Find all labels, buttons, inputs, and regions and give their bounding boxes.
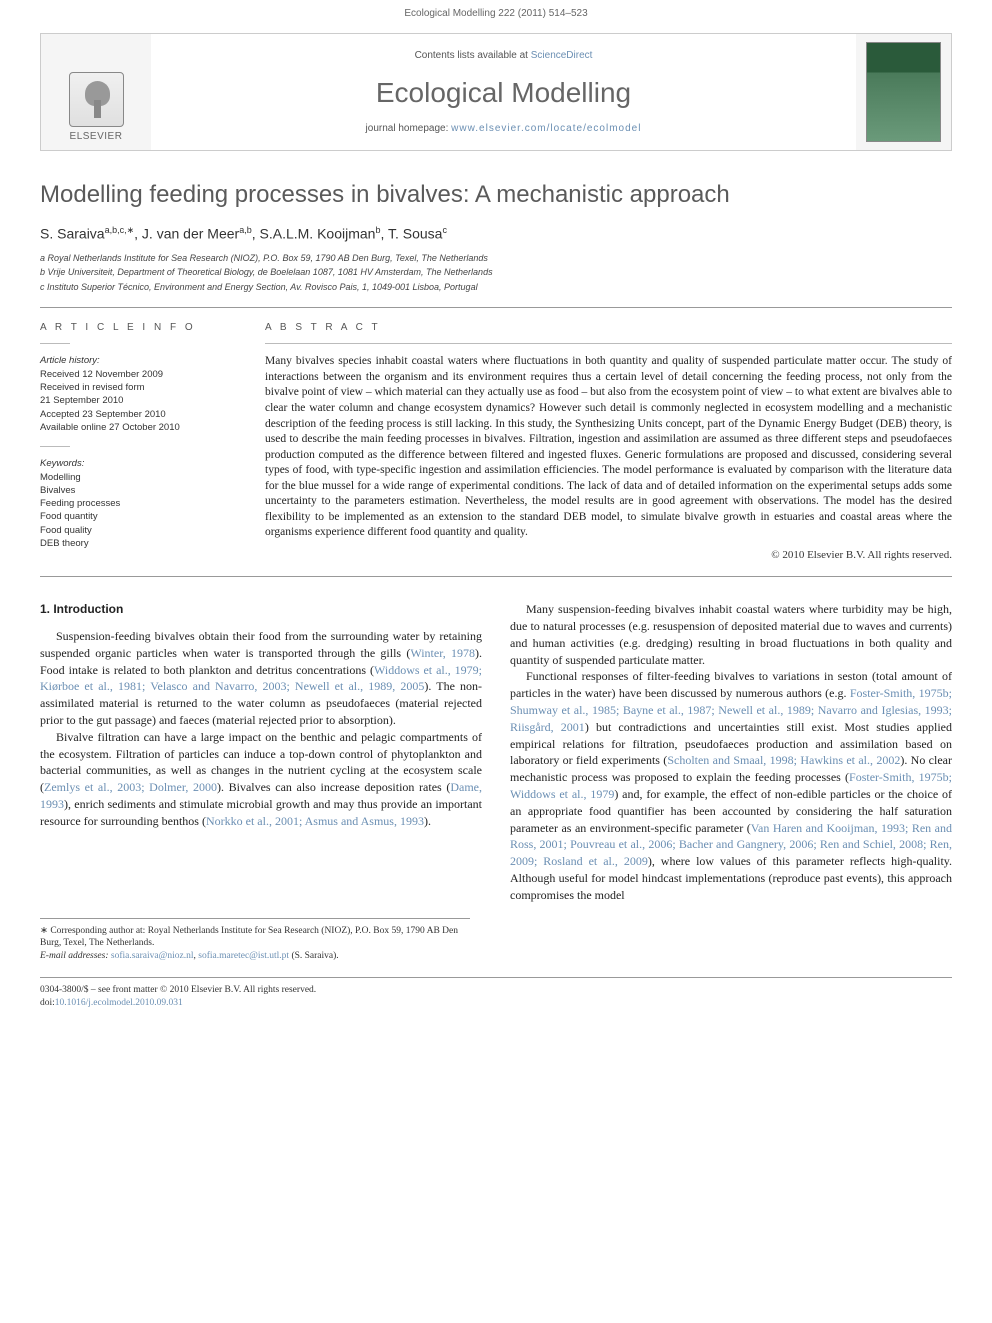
divider: [40, 576, 952, 577]
section-1-heading: 1. Introduction: [40, 601, 482, 618]
affiliation-b: b Vrije Universiteit, Department of Theo…: [40, 266, 952, 279]
keyword: Bivalves: [40, 484, 235, 497]
history-label: Article history:: [40, 354, 235, 367]
paragraph: Suspension-feeding bivalves obtain their…: [40, 628, 482, 729]
email-line: E-mail addresses: sofia.saraiva@nioz.nl,…: [40, 950, 470, 963]
history-revised-2: 21 September 2010: [40, 394, 235, 407]
divider-mini: [40, 446, 70, 447]
author-2-affil: a,b: [239, 225, 252, 235]
citation-link[interactable]: Winter, 1978: [410, 646, 475, 660]
doi-line: doi:10.1016/j.ecolmodel.2010.09.031: [40, 997, 952, 1010]
author-list: S. Saraivaa,b,c,∗, J. van der Meera,b, S…: [40, 225, 952, 242]
banner-center: Contents lists available at ScienceDirec…: [151, 34, 856, 150]
author-2: , J. van der Meer: [134, 226, 239, 242]
paragraph: Many suspension-feeding bivalves inhabit…: [510, 601, 952, 668]
paragraph: Bivalve filtration can have a large impa…: [40, 729, 482, 830]
history-online: Available online 27 October 2010: [40, 421, 235, 434]
text-run: ). Bivalves can also increase deposition…: [217, 780, 450, 794]
cover-thumbnail: [866, 42, 941, 142]
citation-line: Ecological Modelling 222 (2011) 514–523: [404, 8, 587, 19]
email-link[interactable]: sofia.maretec@ist.utl.pt: [198, 951, 289, 961]
contents-line: Contents lists available at ScienceDirec…: [151, 50, 856, 61]
elsevier-tree-icon: [69, 72, 124, 127]
copyright-line: © 2010 Elsevier B.V. All rights reserved…: [265, 549, 952, 561]
keyword: DEB theory: [40, 537, 235, 550]
publisher-name: ELSEVIER: [70, 131, 123, 142]
email-label: E-mail addresses:: [40, 951, 111, 961]
footnotes: ∗ Corresponding author at: Royal Netherl…: [40, 918, 470, 963]
page-footer: 0304-3800/$ – see front matter © 2010 El…: [40, 977, 952, 1011]
corresponding-author: ∗ Corresponding author at: Royal Netherl…: [40, 925, 470, 951]
abstract-text: Many bivalves species inhabit coastal wa…: [265, 354, 952, 540]
meta-abstract-row: A R T I C L E I N F O Article history: R…: [40, 308, 952, 562]
issn-line: 0304-3800/$ – see front matter © 2010 El…: [40, 984, 952, 997]
running-header: Ecological Modelling 222 (2011) 514–523: [0, 0, 992, 33]
divider-mini: [265, 343, 952, 344]
column-left: 1. Introduction Suspension-feeding bival…: [40, 601, 482, 903]
sciencedirect-link[interactable]: ScienceDirect: [531, 50, 593, 61]
abstract-heading: A B S T R A C T: [265, 322, 952, 333]
homepage-prefix: journal homepage:: [366, 123, 452, 134]
article-title: Modelling feeding processes in bivalves:…: [40, 181, 952, 209]
keyword: Modelling: [40, 471, 235, 484]
cover-panel: [856, 34, 951, 150]
elsevier-logo: ELSEVIER: [69, 72, 124, 142]
keywords-block: Keywords: Modelling Bivalves Feeding pro…: [40, 457, 235, 550]
homepage-link[interactable]: www.elsevier.com/locate/ecolmodel: [451, 123, 641, 134]
journal-title: Ecological Modelling: [151, 77, 856, 109]
history-accepted: Accepted 23 September 2010: [40, 408, 235, 421]
text-run: ).: [424, 814, 431, 828]
history-received: Received 12 November 2009: [40, 368, 235, 381]
keyword: Food quality: [40, 524, 235, 537]
affiliation-c: c Instituto Superior Técnico, Environmen…: [40, 281, 952, 294]
paragraph: Functional responses of filter-feeding b…: [510, 668, 952, 903]
keyword: Food quantity: [40, 510, 235, 523]
citation-link[interactable]: Zemlys et al., 2003; Dolmer, 2000: [44, 780, 217, 794]
text-run: Many suspension-feeding bivalves inhabit…: [510, 602, 952, 666]
doi-label: doi:: [40, 998, 55, 1008]
author-3: , S.A.L.M. Kooijman: [252, 226, 376, 242]
publisher-panel: ELSEVIER: [41, 34, 151, 150]
divider-mini: [40, 343, 70, 344]
author-4: , T. Sousa: [380, 226, 442, 242]
citation-link[interactable]: Norkko et al., 2001; Asmus and Asmus, 19…: [206, 814, 424, 828]
author-4-affil: c: [442, 225, 447, 235]
history-revised-1: Received in revised form: [40, 381, 235, 394]
email-name: (S. Saraiva).: [289, 951, 339, 961]
keyword: Feeding processes: [40, 497, 235, 510]
contents-prefix: Contents lists available at: [415, 50, 531, 61]
doi-link[interactable]: 10.1016/j.ecolmodel.2010.09.031: [55, 998, 183, 1008]
journal-homepage-line: journal homepage: www.elsevier.com/locat…: [151, 123, 856, 134]
article-info-heading: A R T I C L E I N F O: [40, 322, 235, 333]
keywords-label: Keywords:: [40, 457, 235, 470]
column-right: Many suspension-feeding bivalves inhabit…: [510, 601, 952, 903]
affiliation-a: a Royal Netherlands Institute for Sea Re…: [40, 252, 952, 265]
journal-banner: ELSEVIER Contents lists available at Sci…: [40, 33, 952, 151]
author-1: S. Saraiva: [40, 226, 105, 242]
body-columns: 1. Introduction Suspension-feeding bival…: [40, 601, 952, 903]
corr-label: ∗ Corresponding author at:: [40, 926, 148, 936]
citation-link[interactable]: Scholten and Smaal, 1998; Hawkins et al.…: [667, 753, 900, 767]
article-info-column: A R T I C L E I N F O Article history: R…: [40, 308, 235, 562]
email-link[interactable]: sofia.saraiva@nioz.nl: [111, 951, 194, 961]
author-1-affil: a,b,c,∗: [105, 225, 135, 235]
article-history: Article history: Received 12 November 20…: [40, 354, 235, 434]
abstract-column: A B S T R A C T Many bivalves species in…: [265, 308, 952, 562]
